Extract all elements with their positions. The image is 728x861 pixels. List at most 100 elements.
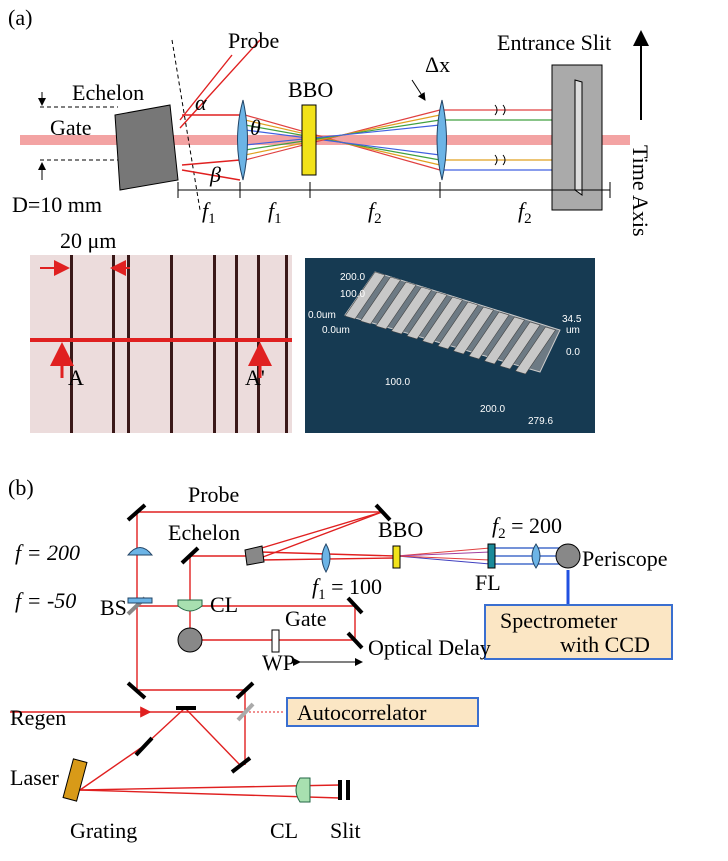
label: Probe	[188, 482, 239, 507]
label: A'	[245, 365, 265, 390]
label: CL	[210, 592, 238, 617]
optic-shape	[322, 544, 330, 572]
focal-label: f1	[268, 198, 282, 227]
label: Laser	[10, 765, 60, 790]
label: BBO	[288, 77, 333, 102]
label-part: 1	[208, 211, 216, 227]
profile-label: 0.0um	[308, 310, 336, 321]
label: β	[209, 162, 221, 187]
label: Regen	[10, 705, 66, 730]
label: Optical Delay	[368, 635, 491, 660]
focal-label: f2	[368, 198, 382, 227]
optic-shape	[296, 778, 310, 802]
label-part: 1	[318, 587, 326, 603]
label-part: = 200	[506, 513, 562, 538]
optic-shape	[488, 544, 495, 568]
optic-shape	[340, 780, 348, 800]
profile-label: 279.6	[528, 416, 553, 427]
focal-label: f2	[518, 198, 532, 227]
profile-label: 0.0	[566, 347, 580, 358]
label: Time Axis	[628, 145, 653, 237]
stripe	[127, 255, 130, 433]
label: Echelon	[72, 80, 144, 105]
beam-line	[412, 80, 425, 100]
optic-shape	[178, 600, 202, 611]
optic-shape	[128, 598, 152, 603]
label: α	[195, 90, 207, 115]
label: Grating	[70, 818, 137, 843]
lens	[238, 100, 248, 180]
beam-line	[397, 552, 490, 556]
label: BS	[100, 595, 127, 620]
profile-label: 34.5	[562, 314, 582, 325]
label: Spectrometer	[500, 608, 618, 633]
optic-shape	[556, 544, 580, 568]
beam-line	[80, 745, 145, 790]
profile-label: 200.0	[340, 272, 365, 283]
optic-shape	[575, 80, 582, 195]
stripe	[112, 255, 115, 433]
panel-b: (b) Probe f = 200 Echelon BBO f2 = 200 P…	[8, 475, 672, 843]
label: f1 = 100	[312, 574, 382, 603]
stripe	[257, 255, 260, 433]
figure: (a) Probe Echelon Gate α β θ BBO Δx Entr…	[0, 0, 728, 861]
focal-label: f1	[202, 198, 216, 227]
label-part: 2	[524, 211, 532, 227]
lens	[437, 100, 447, 180]
stripe	[213, 255, 216, 433]
panel-label: (b)	[8, 475, 34, 500]
beam-line	[172, 40, 200, 210]
label: Δx	[425, 52, 450, 77]
bbo-crystal	[302, 105, 316, 175]
label: Echelon	[168, 520, 240, 545]
label: with CCD	[560, 632, 650, 657]
label: f2 = 200	[492, 513, 562, 542]
panel-a: (a) Probe Echelon Gate α β θ BBO Δx Entr…	[8, 5, 653, 433]
profile-label: 100.0	[340, 289, 365, 300]
label: Periscope	[582, 546, 668, 571]
beam-line	[397, 556, 490, 564]
label: 20 μm	[60, 228, 116, 253]
beam-line	[185, 708, 240, 765]
label-part: = 100	[326, 574, 382, 599]
optic-shape	[272, 630, 279, 652]
echelon	[115, 105, 178, 190]
optic-shape	[492, 548, 565, 564]
optic-shape	[128, 505, 390, 772]
optic-shape	[397, 548, 490, 564]
label-part: 2	[374, 211, 382, 227]
label: BBO	[378, 517, 423, 542]
stripe	[285, 255, 288, 433]
micrograph	[30, 255, 292, 433]
profile-label: 0.0um	[322, 325, 350, 336]
stripe	[235, 255, 238, 433]
stripe	[170, 255, 173, 433]
profile-label: 200.0	[480, 404, 505, 415]
label: A	[68, 365, 84, 390]
beam-line	[136, 738, 152, 755]
label: Gate	[50, 115, 92, 140]
optic-shape	[128, 548, 152, 556]
label: FL	[475, 570, 501, 595]
label: f = 200	[15, 540, 80, 565]
optic-shape	[178, 182, 610, 198]
beam-line	[397, 556, 490, 560]
label: Autocorrelator	[297, 700, 427, 725]
label: D=10 mm	[12, 192, 102, 217]
panel-label: (a)	[8, 5, 32, 30]
label: Entrance Slit	[497, 30, 611, 55]
optic-shape: f1 f1 f2 f2	[202, 198, 532, 227]
profile-label: 100.0	[385, 377, 410, 388]
optic-shape	[63, 759, 87, 801]
label: Slit	[330, 818, 361, 843]
profile-label: um	[566, 325, 580, 336]
optic-shape	[245, 546, 264, 565]
label: f = -50	[15, 588, 76, 613]
beam-line	[397, 548, 490, 556]
optic-shape	[393, 546, 400, 568]
label: θ	[250, 115, 261, 140]
label-part: 1	[274, 211, 282, 227]
label: Gate	[285, 606, 327, 631]
label: CL	[270, 818, 298, 843]
label: Probe	[228, 28, 279, 53]
